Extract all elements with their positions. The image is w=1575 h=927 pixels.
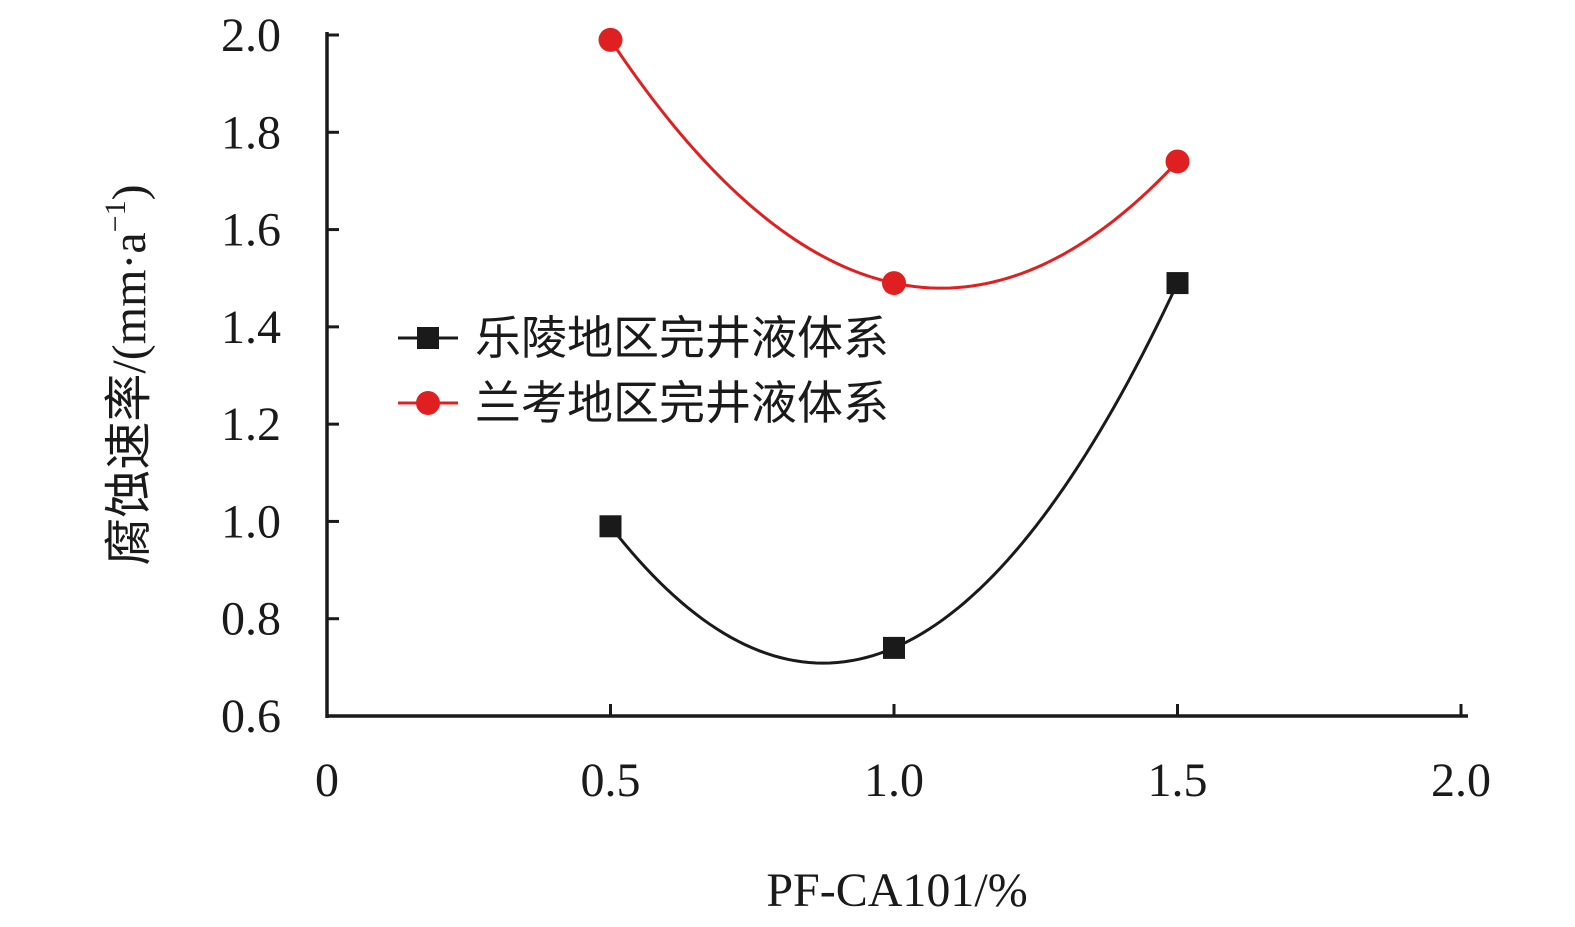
x-axis-title: PF-CA101/%: [766, 864, 1027, 917]
y-tick-label: 1.6: [221, 204, 281, 257]
y-axis-title-main: 腐蚀速率/(mm·a: [103, 232, 156, 565]
series-markers: [598, 27, 1190, 659]
y-tick-label: 1.2: [221, 398, 281, 451]
x-tick-label: 2.0: [1431, 754, 1491, 807]
legend-label: 兰考地区完井液体系: [475, 378, 889, 429]
data-point-square: [599, 515, 622, 538]
legend-marker-circle: [416, 391, 440, 415]
y-tick-label: 0.6: [221, 690, 281, 743]
axes: [325, 32, 1468, 718]
y-axis-title-close: ): [103, 184, 156, 200]
y-axis-title: 腐蚀速率/(mm·a−1): [99, 184, 156, 565]
data-point-square: [1166, 272, 1189, 295]
data-point-square: [883, 636, 905, 659]
y-tick-label: 1.4: [221, 301, 281, 354]
x-tick-label: 0: [315, 754, 339, 807]
y-tick-label: 2.0: [221, 9, 281, 62]
y-tick-label: 1.8: [221, 106, 281, 159]
y-axis-title-group: 腐蚀速率/(mm·a−1): [99, 184, 156, 565]
data-point-circle: [598, 27, 623, 52]
series-line: [609, 39, 1179, 290]
legend-marker-square: [417, 327, 439, 349]
y-tick-label: 0.8: [221, 593, 281, 646]
x-tick-label: 1.0: [864, 754, 924, 807]
data-point-circle: [1165, 149, 1190, 174]
x-tick-label: 0.5: [581, 754, 641, 807]
data-point-circle: [882, 271, 906, 296]
y-axis-title-sup: −1: [99, 200, 132, 232]
y-tick-label: 1.0: [221, 495, 281, 548]
ticks: 0.6 0.8 1.0 1.2 1.4 1.6 1.8 2.0 0 0.5 1.0 1.5 2.0: [221, 9, 1491, 807]
legend-label: 乐陵地区完井液体系: [475, 313, 889, 364]
x-tick-label: 1.5: [1148, 754, 1208, 807]
